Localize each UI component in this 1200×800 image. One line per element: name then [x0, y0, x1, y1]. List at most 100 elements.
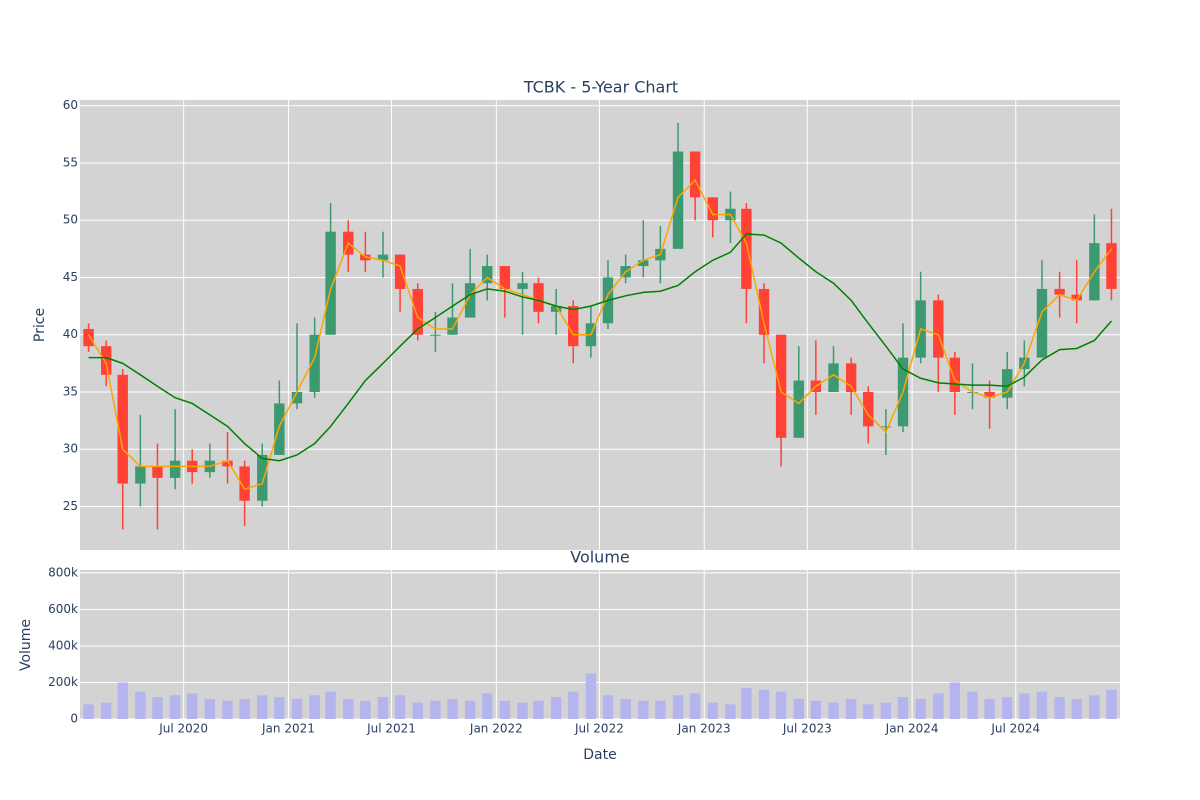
- candle-body: [464, 283, 476, 318]
- volume-bar: [152, 697, 163, 719]
- y-tick-label: 40: [63, 327, 78, 341]
- candle-body: [793, 380, 804, 438]
- x-tick-label: Jul 2020: [158, 722, 208, 736]
- volume-bar: [602, 695, 614, 719]
- x-tick-label: Jul 2023: [782, 722, 832, 736]
- y-tick-label: 60: [63, 98, 78, 112]
- candle-body: [482, 266, 493, 284]
- x-axis-title: Date: [583, 747, 616, 763]
- candle-body: [412, 288, 423, 335]
- volume-bar: [517, 702, 528, 719]
- candle-body: [394, 254, 406, 289]
- candle-body: [828, 363, 839, 392]
- volume-bar: [758, 689, 770, 719]
- candle-body: [169, 460, 181, 478]
- volume-bar: [672, 695, 684, 719]
- volume-bar: [880, 702, 892, 719]
- candle-body: [741, 208, 752, 289]
- volume-bar: [412, 702, 423, 719]
- volume-bar: [291, 698, 303, 719]
- candle-body: [1054, 288, 1065, 295]
- volume-bar: [360, 700, 371, 719]
- volume-bar: [967, 691, 978, 719]
- y-tick-label: 600k: [48, 602, 78, 616]
- volume-bar: [1106, 689, 1117, 719]
- candle-body: [1002, 369, 1013, 398]
- marks: [83, 122, 1117, 719]
- y-tick-label: 35: [63, 384, 78, 398]
- volume-bar: [430, 700, 441, 719]
- volume-bar: [1002, 697, 1013, 719]
- volume-bar: [915, 698, 926, 719]
- volume-bar: [568, 691, 579, 719]
- volume-bar: [533, 700, 544, 719]
- candle-body: [222, 460, 233, 467]
- volume-bar: [257, 695, 268, 719]
- volume-bar: [984, 698, 995, 719]
- candle-body: [707, 197, 718, 221]
- volume-bar: [897, 697, 909, 719]
- candle-body: [309, 334, 320, 392]
- candle-body: [325, 231, 336, 335]
- x-tick-label: Jul 2021: [366, 722, 416, 736]
- candle-body: [949, 357, 961, 392]
- candle-body: [638, 260, 649, 267]
- volume-bar: [309, 695, 320, 719]
- volume-bar: [239, 698, 250, 719]
- x-tick-label: Jan 2022: [469, 722, 523, 736]
- candle-body: [1071, 294, 1082, 301]
- price-plot-area: [80, 100, 1120, 550]
- candle-body: [984, 391, 995, 398]
- x-tick-label: Jan 2024: [885, 722, 939, 736]
- volume-bar: [1019, 693, 1030, 719]
- candle-body: [377, 254, 389, 261]
- candle-body: [1036, 288, 1048, 358]
- chart-title: TCBK - 5-Year Chart: [523, 78, 678, 97]
- volume-bar: [117, 682, 128, 719]
- candle-body: [447, 317, 458, 335]
- candle-body: [117, 374, 128, 484]
- volume-bar: [464, 700, 476, 719]
- volume-bar: [325, 691, 336, 719]
- candle-body: [758, 288, 770, 335]
- volume-plot-area: [80, 570, 1120, 719]
- volume-bar: [707, 702, 718, 719]
- volume-bar: [499, 700, 511, 719]
- y-tick-label: 200k: [48, 675, 78, 689]
- candle-body: [845, 363, 857, 392]
- candle-body: [83, 329, 94, 347]
- candle-body: [100, 346, 112, 375]
- volume-bar: [775, 691, 787, 719]
- y-tick-label: 800k: [48, 565, 78, 579]
- volume-bar: [793, 698, 804, 719]
- volume-bar: [169, 695, 181, 719]
- volume-bar: [933, 693, 944, 719]
- volume-bar: [274, 697, 285, 719]
- x-tick-label: Jan 2023: [677, 722, 731, 736]
- volume-bar: [83, 704, 94, 719]
- y-tick-label: 25: [63, 499, 78, 513]
- y-tick-label: 50: [63, 213, 78, 227]
- x-tick-label: Jul 2022: [574, 722, 624, 736]
- volume-bar: [343, 698, 354, 719]
- volume-bar: [949, 682, 961, 719]
- candle-body: [533, 283, 544, 312]
- candle-body: [568, 306, 579, 347]
- candle-body: [933, 300, 944, 358]
- volume-bar: [655, 700, 666, 719]
- candle-body: [880, 426, 892, 428]
- candle-body: [775, 334, 787, 438]
- volume-bar: [810, 700, 822, 719]
- volume-bar: [725, 704, 736, 719]
- candle-body: [550, 306, 562, 312]
- x-tick-label: Jan 2021: [261, 722, 315, 736]
- candle-body: [430, 334, 441, 336]
- volume-bar: [187, 693, 198, 719]
- candle-body: [152, 466, 163, 478]
- candle-body: [257, 454, 268, 501]
- volume-bar: [135, 691, 146, 719]
- volume-bar: [828, 702, 839, 719]
- volume-bar: [394, 695, 406, 719]
- volume-bar: [100, 702, 112, 719]
